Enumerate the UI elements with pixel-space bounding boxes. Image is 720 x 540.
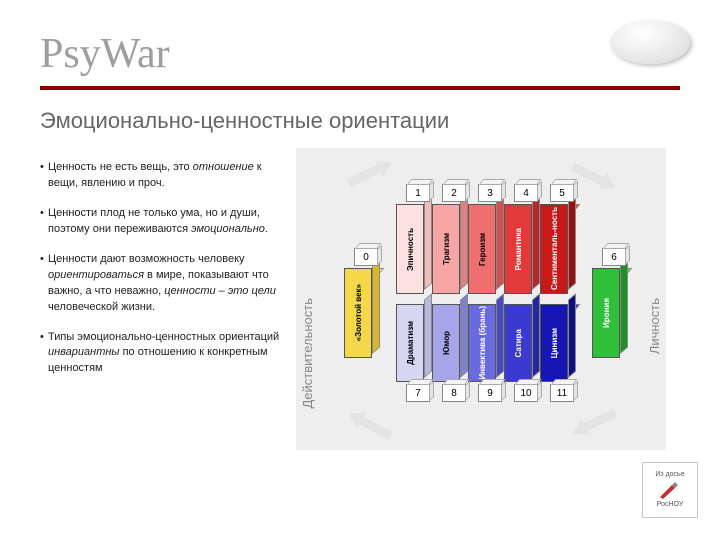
pen-icon — [658, 481, 682, 499]
bullet-item: Ценности плод не только ума, но и души, … — [40, 206, 290, 238]
stamp-line1: Из досье — [655, 471, 684, 479]
bullet-list: Ценность не есть вещь, это отношение к в… — [40, 160, 290, 391]
number-cell: 3 — [478, 184, 502, 202]
orientation-diagram: Действительность Личность Эпичность Траги… — [296, 148, 666, 450]
number-cell: 4 — [514, 184, 538, 202]
diagram-block: Трагизм — [432, 204, 460, 294]
diagram-block: Цинизм — [540, 304, 568, 382]
axis-left-label: Действительность — [300, 298, 315, 409]
brand-title: PsyWar — [40, 30, 170, 78]
arrow-icon — [568, 405, 619, 442]
diagram-block: Инвектива (брань) — [468, 304, 496, 382]
block-label: Трагизм — [442, 233, 451, 265]
diagram-block: Юмор — [432, 304, 460, 382]
arrow-icon — [344, 155, 395, 192]
block-label: Цинизм — [550, 328, 559, 358]
number-cell: 6 — [602, 248, 626, 266]
diagram-block: Эпичность — [396, 204, 424, 294]
number-cell: 11 — [550, 384, 574, 402]
bullet-item: Ценности дают возможность человеку ориен… — [40, 252, 290, 316]
diagram-block: Героизм — [468, 204, 496, 294]
block-label: Юмор — [442, 331, 451, 355]
number-cell: 8 — [442, 384, 466, 402]
block-label: Инвектива (брань) — [478, 306, 487, 380]
diagram-block: Романтика — [504, 204, 532, 294]
bullet-item: Типы эмоционально-ценностных ориентаций … — [40, 330, 290, 378]
stamp-line2: РосНОУ — [657, 501, 684, 509]
block-label: Героизм — [478, 233, 487, 266]
block-label: Сатира — [514, 329, 523, 358]
header-rule — [40, 86, 680, 90]
diagram-block: «Золотой век» — [344, 268, 372, 358]
bullet-item: Ценность не есть вещь, это отношение к в… — [40, 160, 290, 192]
number-cell: 2 — [442, 184, 466, 202]
number-cell: 10 — [514, 384, 538, 402]
arrow-icon — [345, 406, 396, 444]
diagram-block: Ирония — [592, 268, 620, 358]
diagram-block: Сентименталь-ность — [540, 204, 568, 294]
number-cell: 9 — [478, 384, 502, 402]
number-cell: 5 — [550, 184, 574, 202]
page-subtitle: Эмоционально-ценностные ориентации — [40, 108, 449, 134]
block-label: Романтика — [514, 228, 523, 270]
axis-right-label: Личность — [647, 298, 662, 354]
block-label: Ирония — [602, 298, 611, 328]
source-stamp: Из досье РосНОУ — [642, 462, 698, 518]
number-cell: 1 — [406, 184, 430, 202]
block-label: «Золотой век» — [354, 284, 363, 341]
block-label: Эпичность — [406, 228, 415, 271]
block-label: Сентименталь-ность — [550, 207, 559, 290]
pill-logo — [610, 20, 690, 64]
diagram-block: Драматизм — [396, 304, 424, 382]
block-label: Драматизм — [406, 321, 415, 365]
diagram-block: Сатира — [504, 304, 532, 382]
number-cell: 0 — [354, 248, 378, 266]
number-cell: 7 — [406, 384, 430, 402]
